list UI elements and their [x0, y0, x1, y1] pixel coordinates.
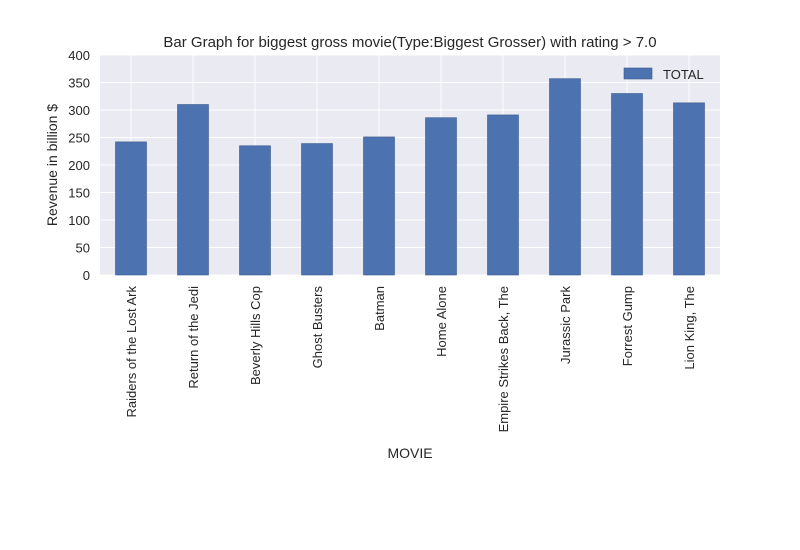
x-tick-label: Beverly Hills Cop [248, 286, 263, 385]
bar [673, 102, 705, 276]
bar [549, 78, 581, 276]
bar [239, 145, 271, 276]
x-tick-label: Batman [372, 286, 387, 331]
x-tick-label: Lion King, The [682, 286, 697, 370]
y-tick-label: 300 [68, 103, 90, 118]
bar [487, 114, 519, 276]
bar [301, 143, 333, 276]
legend-swatch [623, 67, 653, 80]
y-axis-label: Revenue in billion $ [44, 104, 60, 226]
chart-title: Bar Graph for biggest gross movie(Type:B… [163, 34, 656, 51]
x-tick-label: Return of the Jedi [186, 286, 201, 389]
bar [177, 104, 209, 276]
y-tick-label: 100 [68, 213, 90, 228]
x-axis-ticks: Raiders of the Lost Ark Return of the Jed… [124, 286, 697, 433]
x-axis-label: MOVIE [387, 445, 432, 461]
y-tick-label: 50 [76, 241, 90, 256]
x-tick-label: Empire Strikes Back, The [496, 286, 511, 432]
x-tick-label: Ghost Busters [310, 286, 325, 369]
x-tick-label: Home Alone [434, 286, 449, 357]
y-tick-label: 400 [68, 48, 90, 63]
legend-label: TOTAL [663, 67, 704, 82]
bar [363, 136, 395, 276]
bars [115, 78, 705, 276]
x-tick-label: Forrest Gump [620, 286, 635, 366]
bar [611, 93, 643, 276]
y-tick-label: 250 [68, 131, 90, 146]
legend: TOTAL [623, 67, 704, 82]
y-tick-label: 150 [68, 186, 90, 201]
y-axis-ticks: 0 50 100 150 200 250 300 350 400 [68, 48, 90, 283]
y-tick-label: 0 [83, 268, 90, 283]
bar [115, 141, 147, 276]
y-tick-label: 350 [68, 76, 90, 91]
x-tick-label: Jurassic Park [558, 286, 573, 365]
x-tick-label: Raiders of the Lost Ark [124, 286, 139, 418]
bar [425, 117, 457, 276]
y-tick-label: 200 [68, 158, 90, 173]
